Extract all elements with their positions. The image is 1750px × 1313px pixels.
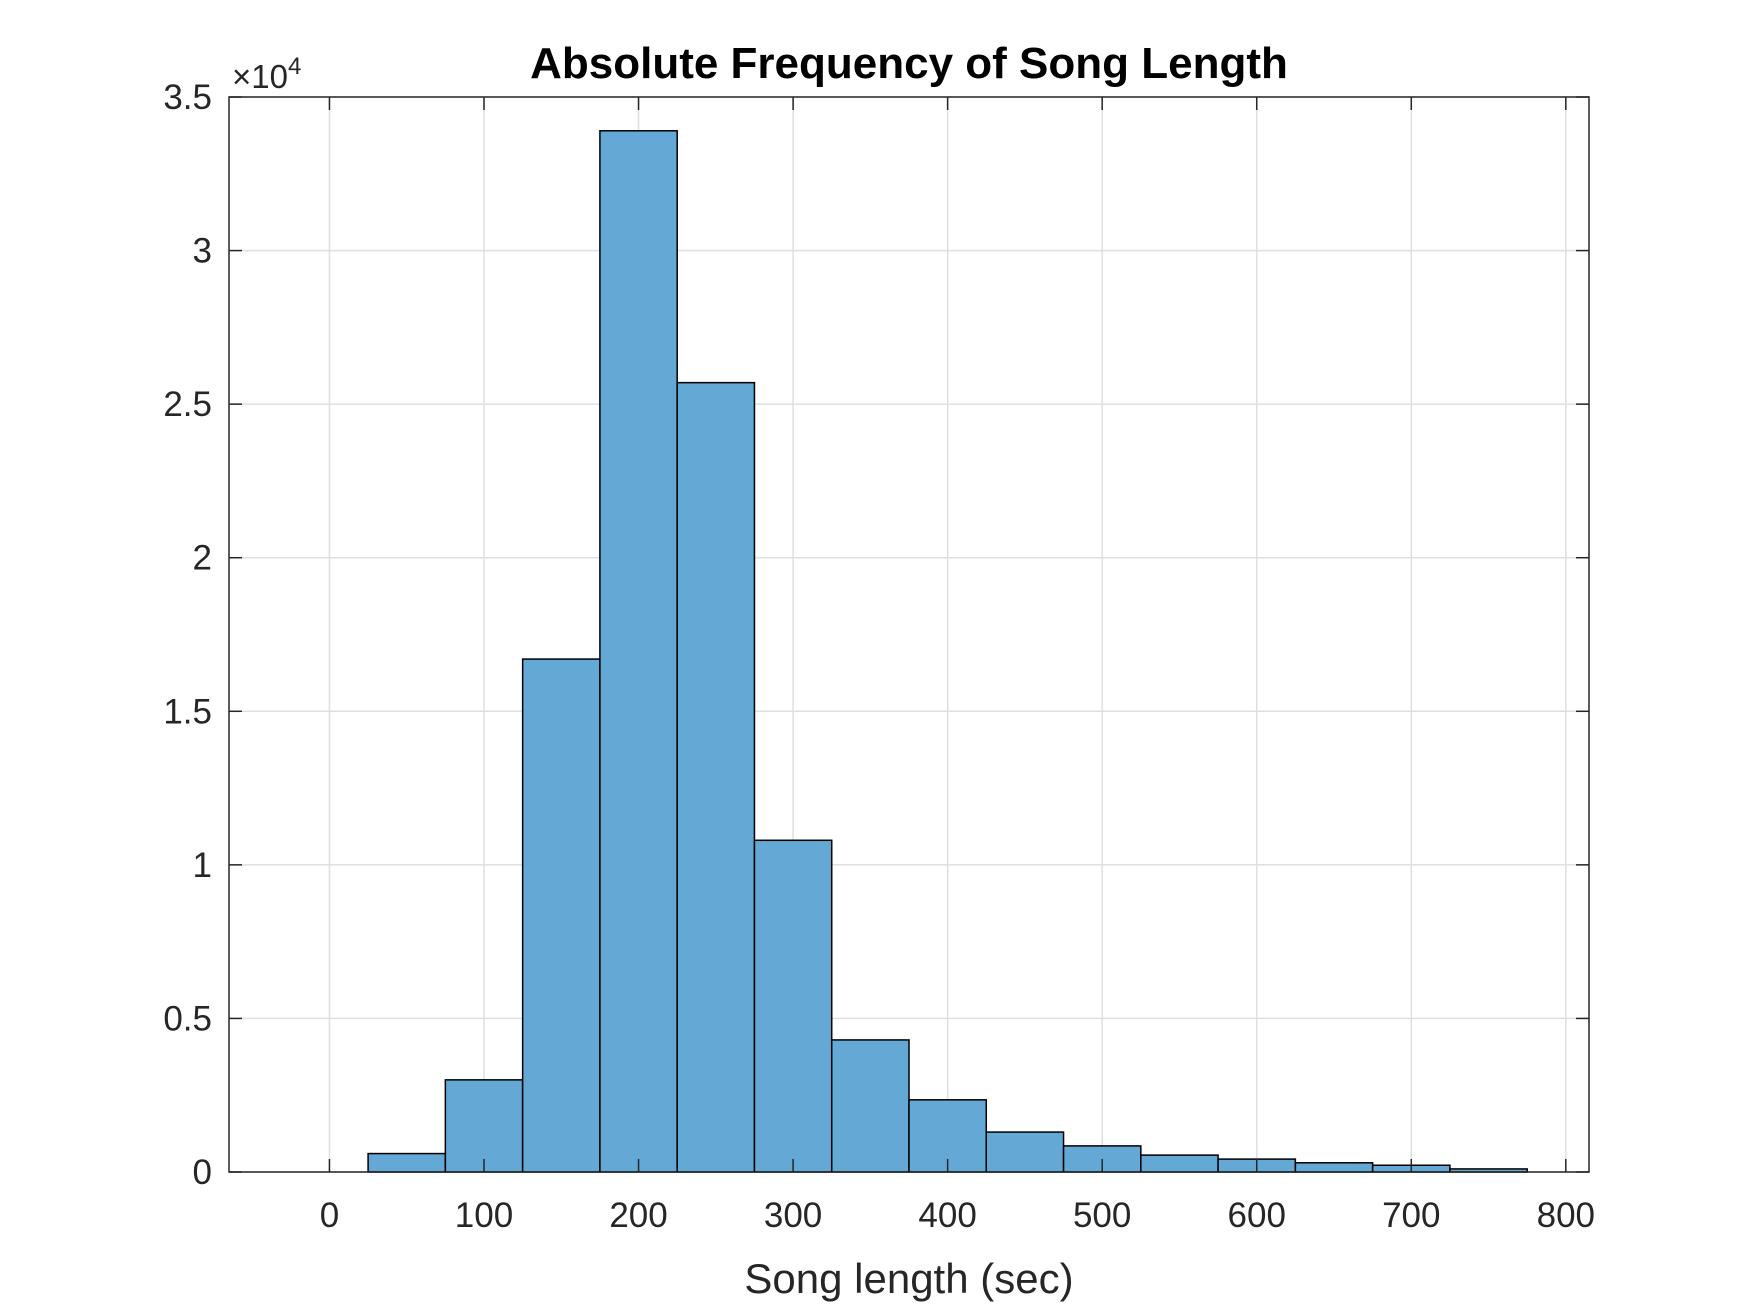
y-tick-label: 1: [193, 846, 212, 885]
y-tick-label: 0: [193, 1153, 212, 1192]
y-tick-label: 1.5: [163, 692, 212, 731]
histogram-bar: [830, 1039, 910, 1173]
y-tick-label: 2: [193, 539, 212, 578]
histogram-bar: [1294, 1162, 1374, 1173]
histogram-bar: [1140, 1154, 1219, 1173]
histogram-bar: [985, 1131, 1065, 1173]
histogram-bar: [599, 130, 678, 1173]
y-tick-label: 3.5: [163, 78, 212, 117]
histogram-bar: [676, 381, 756, 1173]
y-axis-exponent: ×104: [232, 53, 301, 95]
x-tick-label: 100: [455, 1196, 513, 1235]
histogram-bar: [753, 839, 833, 1173]
histogram-bars: [367, 130, 1528, 1173]
axes-box: [228, 96, 1590, 1173]
histogram-bar: [521, 658, 601, 1173]
x-tick-label: 400: [918, 1196, 976, 1235]
y-tick-label: 2.5: [163, 385, 212, 424]
x-tick-label: 600: [1228, 1196, 1286, 1235]
x-tick-label: 500: [1073, 1196, 1131, 1235]
tick-marks: [229, 96, 1589, 1173]
grid-lines: [229, 96, 1589, 1173]
chart-title: Absolute Frequency of Song Length: [530, 39, 1288, 88]
x-tick-label: 200: [609, 1196, 667, 1235]
histogram-bar: [444, 1079, 524, 1173]
y-tick-label: 3: [193, 232, 212, 271]
x-tick-label: 300: [764, 1196, 822, 1235]
histogram-bar: [367, 1152, 447, 1173]
x-axis-title: Song length (sec): [744, 1255, 1073, 1302]
y-exponent-base: ×10: [232, 58, 288, 95]
y-tick-labels: 0 0.5 1 1.5 2 2.5 3 3.5: [163, 78, 212, 1192]
x-tick-label: 700: [1382, 1196, 1440, 1235]
x-tick-label: 0: [320, 1196, 339, 1235]
x-tick-label: 800: [1537, 1196, 1595, 1235]
x-tick-labels: 0 100 200 300 400 500 600 700 800: [320, 1196, 1595, 1235]
y-tick-label: 0.5: [163, 999, 212, 1038]
y-exponent-power: 4: [288, 53, 301, 80]
